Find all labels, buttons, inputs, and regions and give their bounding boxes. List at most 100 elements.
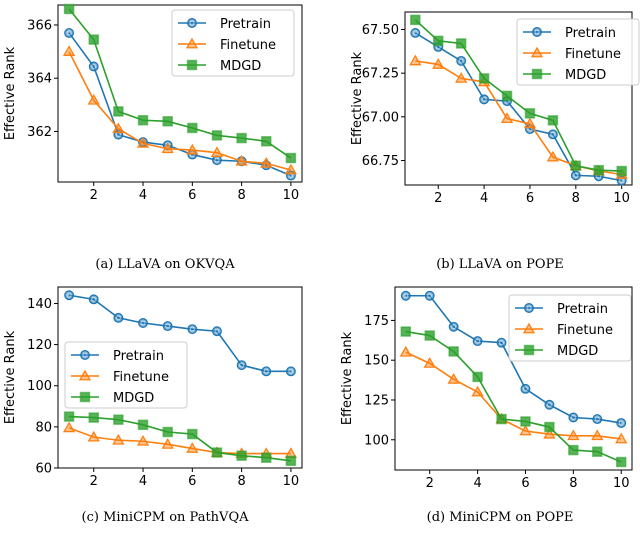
data-point-finetune xyxy=(62,421,76,433)
legend-marker xyxy=(522,322,536,334)
data-point-pretrain xyxy=(236,360,247,371)
data-point-pretrain-inner xyxy=(66,30,72,36)
data-point-mdgd xyxy=(432,35,444,47)
y-axis-label: Effective Rank xyxy=(3,330,18,424)
data-point-pretrain-inner xyxy=(412,30,418,36)
data-point-mdgd xyxy=(424,330,435,341)
legend-label: MDGD xyxy=(220,59,261,74)
data-point-finetune xyxy=(409,54,422,66)
data-point-finetune xyxy=(519,424,532,436)
data-point-pretrain-inner xyxy=(458,58,464,64)
data-point-pretrain xyxy=(544,399,555,410)
data-point-pretrain xyxy=(410,28,421,38)
legend-marker xyxy=(79,391,91,403)
y-tick-label: 175 xyxy=(364,314,389,329)
series-line-pretrain xyxy=(405,294,622,424)
data-point-finetune xyxy=(543,427,556,439)
data-point-finetune xyxy=(423,357,436,368)
data-point-pretrain xyxy=(88,294,99,305)
data-point-mdgd xyxy=(211,130,223,141)
y-tick-label: 120 xyxy=(27,338,52,353)
series-line-mdgd xyxy=(69,415,292,462)
legend-box xyxy=(516,18,640,86)
data-point-mdgd xyxy=(63,411,75,422)
legend-marker-inner xyxy=(82,352,88,358)
data-point-pretrain xyxy=(138,318,148,328)
plot-frame xyxy=(57,4,303,183)
data-point-pretrain xyxy=(616,418,627,429)
chart-panel-4: 2 4 6 8 10 100 125 150 175 Effective Rank Pretrain… xyxy=(340,286,633,525)
data-point-finetune xyxy=(546,150,560,162)
legend-label: MDGD xyxy=(557,344,598,359)
legend: Pretrain Finetune MDGD xyxy=(64,341,188,409)
data-point-mdgd xyxy=(455,38,467,49)
subfigure-caption: (c) MiniCPM on PathVQA xyxy=(82,510,250,525)
y-tick-label: 67.00 xyxy=(362,110,399,125)
x-tick-label: 6 xyxy=(526,191,534,206)
legend-label: Pretrain xyxy=(565,26,616,41)
data-point-pretrain xyxy=(162,321,173,332)
data-point-pretrain xyxy=(456,55,467,66)
x-tick-label: 10 xyxy=(613,476,630,491)
data-point-finetune xyxy=(432,58,445,69)
data-point-pretrain-inner xyxy=(189,152,195,157)
data-point-pretrain xyxy=(479,94,490,105)
y-tick-label: 100 xyxy=(364,433,389,448)
data-point-finetune xyxy=(284,163,298,175)
data-point-finetune xyxy=(399,345,412,357)
data-point-mdgd xyxy=(496,413,507,425)
data-point-mdgd xyxy=(570,160,582,172)
data-point-pretrain-inner xyxy=(594,416,600,422)
x-tick-label: 6 xyxy=(188,474,196,489)
y-axis-label: Effective Rank xyxy=(3,46,18,140)
legend-label: Pretrain xyxy=(113,349,164,364)
y-axis-label: Effective Rank xyxy=(350,51,365,145)
data-point-finetune xyxy=(523,117,537,129)
x-tick-label: 8 xyxy=(237,188,245,203)
x-tick-label: 10 xyxy=(283,188,300,203)
y-tick-label: 67.25 xyxy=(362,67,399,82)
data-point-mdgd xyxy=(501,90,513,102)
data-point-mdgd xyxy=(448,346,459,357)
data-point-mdgd xyxy=(162,426,173,438)
chart-panel-1: 2 4 6 8 10 362 364 366 Effective Rank Pretrain Fin… xyxy=(3,3,303,272)
plot-frame xyxy=(57,286,303,469)
y-tick-label: 80 xyxy=(35,420,52,435)
legend: Pretrain Finetune MDGD xyxy=(516,18,640,86)
y-tick-label: 362 xyxy=(27,125,52,140)
series-line-finetune xyxy=(68,51,292,171)
data-point-mdgd xyxy=(616,165,627,177)
legend-marker xyxy=(530,46,544,58)
data-point-mdgd xyxy=(615,456,627,468)
legend-label: Pretrain xyxy=(557,302,608,317)
data-point-mdgd xyxy=(400,326,412,337)
legend-marker xyxy=(532,27,542,37)
subfigure-caption: (d) MiniCPM on POPE xyxy=(427,510,574,525)
data-point-pretrain xyxy=(64,290,75,301)
series-line-mdgd xyxy=(68,8,292,159)
x-tick-label: 2 xyxy=(434,191,442,206)
data-point-pretrain xyxy=(547,129,558,140)
data-point-finetune xyxy=(161,142,174,154)
data-point-pretrain-inner xyxy=(499,340,504,346)
y-tick-label: 67.50 xyxy=(362,23,399,38)
data-point-mdgd xyxy=(285,152,297,164)
data-point-pretrain-inner xyxy=(550,131,556,137)
y-tick-label: 140 xyxy=(27,297,52,312)
data-point-mdgd xyxy=(285,455,297,467)
legend-marker xyxy=(524,303,534,313)
legend-marker-inner xyxy=(534,29,540,35)
legend-label: Pretrain xyxy=(220,17,271,32)
data-point-mdgd xyxy=(261,452,272,463)
data-point-pretrain-inner xyxy=(481,96,487,102)
data-point-mdgd xyxy=(211,447,223,458)
data-point-pretrain xyxy=(212,155,222,166)
data-point-finetune xyxy=(567,429,580,441)
x-tick-label: 2 xyxy=(90,474,98,489)
x-tick-label: 8 xyxy=(572,191,580,206)
data-point-pretrain-inner xyxy=(91,296,97,302)
legend-label: Finetune xyxy=(220,38,276,53)
data-point-mdgd xyxy=(187,428,198,440)
data-point-pretrain xyxy=(212,326,222,337)
